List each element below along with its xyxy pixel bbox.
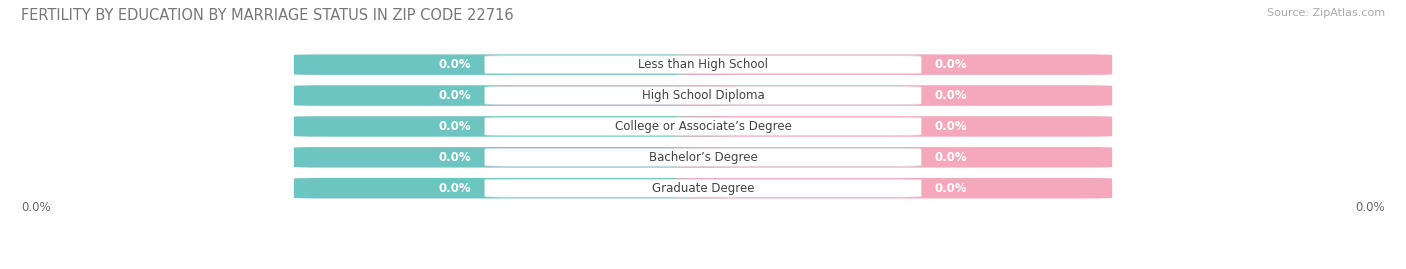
Text: FERTILITY BY EDUCATION BY MARRIAGE STATUS IN ZIP CODE 22716: FERTILITY BY EDUCATION BY MARRIAGE STATU… bbox=[21, 8, 513, 23]
Text: High School Diploma: High School Diploma bbox=[641, 89, 765, 102]
Text: 0.0%: 0.0% bbox=[935, 120, 967, 133]
Text: Source: ZipAtlas.com: Source: ZipAtlas.com bbox=[1267, 8, 1385, 18]
FancyBboxPatch shape bbox=[294, 116, 730, 137]
Text: 0.0%: 0.0% bbox=[935, 58, 967, 71]
FancyBboxPatch shape bbox=[294, 147, 730, 168]
Text: Graduate Degree: Graduate Degree bbox=[652, 182, 754, 195]
FancyBboxPatch shape bbox=[485, 148, 921, 166]
Text: 0.0%: 0.0% bbox=[1355, 201, 1385, 214]
Text: 0.0%: 0.0% bbox=[439, 120, 471, 133]
Text: 0.0%: 0.0% bbox=[439, 89, 471, 102]
FancyBboxPatch shape bbox=[294, 54, 1112, 75]
Text: 0.0%: 0.0% bbox=[935, 89, 967, 102]
Text: Bachelor’s Degree: Bachelor’s Degree bbox=[648, 151, 758, 164]
Text: Less than High School: Less than High School bbox=[638, 58, 768, 71]
FancyBboxPatch shape bbox=[294, 116, 1112, 137]
FancyBboxPatch shape bbox=[485, 118, 921, 135]
Text: 0.0%: 0.0% bbox=[935, 182, 967, 195]
FancyBboxPatch shape bbox=[485, 179, 921, 197]
FancyBboxPatch shape bbox=[485, 87, 921, 104]
FancyBboxPatch shape bbox=[676, 85, 1112, 106]
FancyBboxPatch shape bbox=[294, 178, 1112, 199]
Text: College or Associate’s Degree: College or Associate’s Degree bbox=[614, 120, 792, 133]
FancyBboxPatch shape bbox=[294, 85, 1112, 106]
FancyBboxPatch shape bbox=[676, 147, 1112, 168]
Text: 0.0%: 0.0% bbox=[21, 201, 51, 214]
Text: 0.0%: 0.0% bbox=[439, 182, 471, 195]
FancyBboxPatch shape bbox=[676, 178, 1112, 199]
FancyBboxPatch shape bbox=[294, 147, 1112, 168]
FancyBboxPatch shape bbox=[294, 178, 730, 199]
FancyBboxPatch shape bbox=[485, 56, 921, 74]
FancyBboxPatch shape bbox=[676, 54, 1112, 75]
Text: 0.0%: 0.0% bbox=[935, 151, 967, 164]
FancyBboxPatch shape bbox=[294, 54, 730, 75]
FancyBboxPatch shape bbox=[294, 85, 730, 106]
Text: 0.0%: 0.0% bbox=[439, 151, 471, 164]
Legend: Married, Unmarried: Married, Unmarried bbox=[620, 268, 786, 269]
FancyBboxPatch shape bbox=[676, 116, 1112, 137]
Text: 0.0%: 0.0% bbox=[439, 58, 471, 71]
